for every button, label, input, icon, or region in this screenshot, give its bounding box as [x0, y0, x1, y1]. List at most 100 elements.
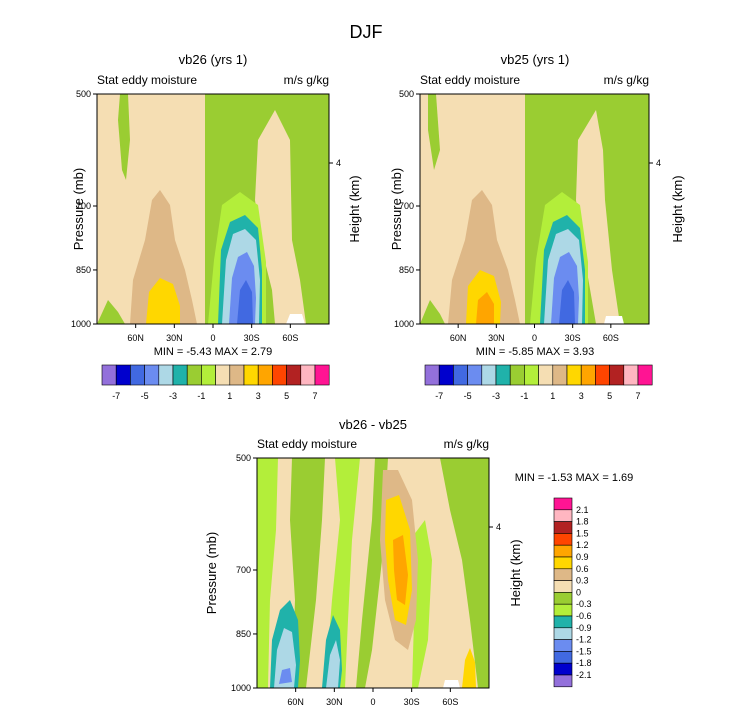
colorbar-label: 5 — [607, 391, 612, 401]
band-tan — [130, 190, 197, 324]
colorbar-label: -5 — [464, 391, 472, 401]
green-patch-north — [97, 300, 125, 324]
colorbar-label: -1 — [197, 391, 205, 401]
x-tick-label: 60S — [442, 697, 458, 707]
green-streak — [428, 94, 440, 170]
colorbar-box — [115, 364, 131, 386]
right-label: m/s g/kg — [284, 73, 329, 87]
missing-data — [443, 680, 460, 688]
colorbar-box — [553, 568, 573, 581]
x-tick-label: 60N — [450, 333, 467, 343]
panel-title: vb26 (yrs 1) — [179, 52, 248, 67]
band-gold — [146, 278, 180, 324]
band-blue — [279, 668, 292, 684]
colorbar-label: 1 — [550, 391, 555, 401]
colorbar-label: 0.6 — [576, 564, 589, 574]
panel-difference: vb26 - vb25 Stat eddy moisture m/s g/kg … — [204, 417, 523, 689]
colorbar-box — [553, 556, 573, 570]
y-tick-label: 500 — [399, 89, 414, 99]
colorbar-box — [595, 364, 610, 386]
band-gold-south — [462, 648, 476, 688]
colorbar-box — [272, 364, 287, 386]
y-tick-label: 700 — [76, 201, 91, 211]
colorbar-label: -3 — [492, 391, 500, 401]
green-streak — [118, 94, 130, 180]
colorbar-label: -1.2 — [576, 635, 592, 645]
band-tan — [448, 190, 520, 324]
colorbar-label: -7 — [112, 391, 120, 401]
colorbar-label: 1 — [227, 391, 232, 401]
colorbar-label: 0.9 — [576, 552, 589, 562]
y-tick-label: 1000 — [231, 683, 251, 693]
x-tick-label: 60N — [287, 697, 304, 707]
band-orange — [476, 292, 494, 324]
colorbar-label: -3 — [169, 391, 177, 401]
colorbar-label: 2.1 — [576, 505, 589, 515]
colorbar-box — [553, 533, 573, 546]
colorbar-box — [101, 364, 117, 386]
band-green — [290, 458, 325, 688]
colorbar-box — [144, 364, 160, 386]
colorbar-box — [553, 615, 573, 629]
contour-field — [97, 94, 329, 324]
right-label: m/s g/kg — [604, 73, 649, 87]
contour-field — [257, 458, 489, 688]
colorbar-label: 1.8 — [576, 517, 589, 527]
colorbar-box — [201, 364, 216, 386]
y-tick-label: 850 — [236, 629, 251, 639]
colorbar-box — [130, 364, 145, 386]
y-axis-label: Pressure (mb) — [204, 532, 219, 614]
x-tick-label: 0 — [532, 333, 537, 343]
colorbar-label: -7 — [435, 391, 443, 401]
x-tick-label: 30S — [565, 333, 581, 343]
colorbar-box — [243, 364, 259, 386]
colorbar-box — [623, 364, 639, 386]
x-tick-label: 0 — [370, 697, 375, 707]
colorbar-label: 3 — [256, 391, 261, 401]
band-light-green — [257, 458, 278, 688]
colorbar-label: -0.6 — [576, 611, 592, 621]
y-tick-label: 850 — [399, 265, 414, 275]
x-tick-label: 0 — [210, 333, 215, 343]
colorbar-box — [509, 364, 525, 386]
main-title: DJF — [350, 22, 383, 42]
band-green — [356, 458, 388, 688]
colorbar-box — [229, 364, 245, 386]
y2-axis-label: Height (km) — [508, 539, 523, 606]
colorbar-box — [553, 497, 573, 511]
colorbar-label: 3 — [579, 391, 584, 401]
colorbar-box — [553, 521, 573, 534]
y-tick-label: 850 — [76, 265, 91, 275]
colorbar-label: 7 — [635, 391, 640, 401]
colorbar-box — [552, 364, 568, 386]
panel-title: vb25 (yrs 1) — [501, 52, 570, 67]
colorbar-box — [637, 364, 653, 386]
colorbar-label: -0.9 — [576, 623, 592, 633]
colorbar-label: -1 — [520, 391, 528, 401]
y-tick-label: 500 — [76, 89, 91, 99]
colorbar-box — [158, 364, 174, 386]
colorbar-box — [215, 364, 231, 386]
colorbar-box — [538, 364, 554, 386]
y2-tick-label: 4 — [496, 522, 501, 532]
colorbar-label: -1.8 — [576, 658, 592, 668]
colorbar-label: 7 — [312, 391, 317, 401]
colorbar-box — [553, 509, 573, 522]
green-patch-north — [420, 300, 445, 324]
colorbar-box — [553, 674, 573, 688]
colorbar-box — [553, 544, 573, 558]
colorbar-box — [553, 662, 573, 676]
y-tick-label: 500 — [236, 453, 251, 463]
colorbar-box — [438, 364, 454, 386]
y-axis-label: Pressure (mb) — [71, 168, 86, 250]
colorbar-box — [553, 580, 573, 593]
x-tick-label: 30S — [244, 333, 260, 343]
y-axis-label: Pressure (mb) — [389, 168, 404, 250]
colorbar-box — [481, 364, 497, 386]
y-tick-label: 1000 — [71, 319, 91, 329]
left-label: Stat eddy moisture — [97, 73, 197, 87]
colorbar-box — [553, 651, 573, 664]
y2-tick-label: 4 — [656, 158, 661, 168]
colorbar-box — [453, 364, 468, 386]
